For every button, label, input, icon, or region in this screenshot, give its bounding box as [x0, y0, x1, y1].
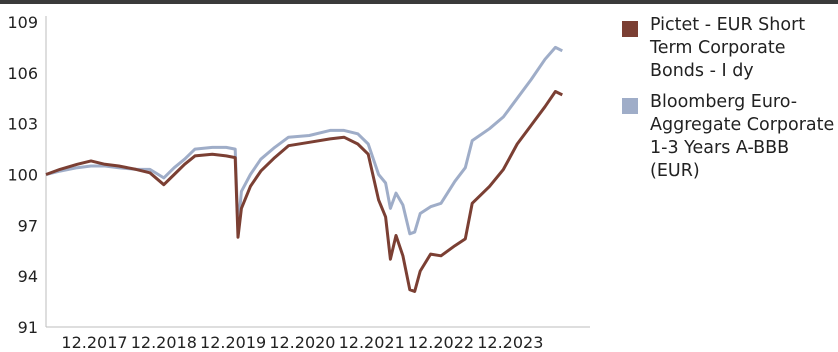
- x-tick-label: 12.2018: [131, 333, 197, 352]
- series-lines: [45, 45, 563, 293]
- y-tick-label: 109: [7, 13, 38, 32]
- x-tick-label: 12.2022: [408, 333, 474, 352]
- y-tick-label: 94: [18, 267, 38, 286]
- legend: Pictet - EUR Short Term Corporate Bonds …: [622, 14, 836, 191]
- legend-item-benchmark: Bloomberg Euro-Aggregate Corporate 1-3 Y…: [622, 91, 836, 183]
- top-border: [0, 0, 838, 4]
- y-tick-label: 100: [7, 166, 38, 185]
- legend-item-fund: Pictet - EUR Short Term Corporate Bonds …: [622, 14, 836, 83]
- y-axis-ticks: 109 106 103 100 97 94 91: [7, 13, 38, 337]
- y-tick-label: 97: [18, 216, 38, 235]
- x-tick-label: 12.2017: [61, 333, 127, 352]
- x-tick-label: 12.2020: [269, 333, 335, 352]
- x-tick-label: 12.2023: [477, 333, 543, 352]
- y-tick-label: 103: [7, 115, 38, 134]
- y-tick-label: 106: [7, 64, 38, 83]
- y-tick-label: 91: [18, 318, 38, 337]
- x-axis-ticks: 12.2017 12.2018 12.2019 12.2020 12.2021 12.20…: [61, 333, 543, 352]
- legend-label-fund: Pictet - EUR Short Term Corporate Bonds …: [650, 15, 806, 81]
- legend-swatch-fund: [622, 21, 638, 37]
- series-line-fund: [45, 90, 563, 293]
- series-line-benchmark: [45, 45, 563, 236]
- legend-label-benchmark: Bloomberg Euro-Aggregate Corporate 1-3 Y…: [650, 92, 835, 181]
- x-tick-label: 12.2021: [339, 333, 405, 352]
- x-tick-label: 12.2019: [200, 333, 266, 352]
- legend-swatch-benchmark: [622, 98, 638, 114]
